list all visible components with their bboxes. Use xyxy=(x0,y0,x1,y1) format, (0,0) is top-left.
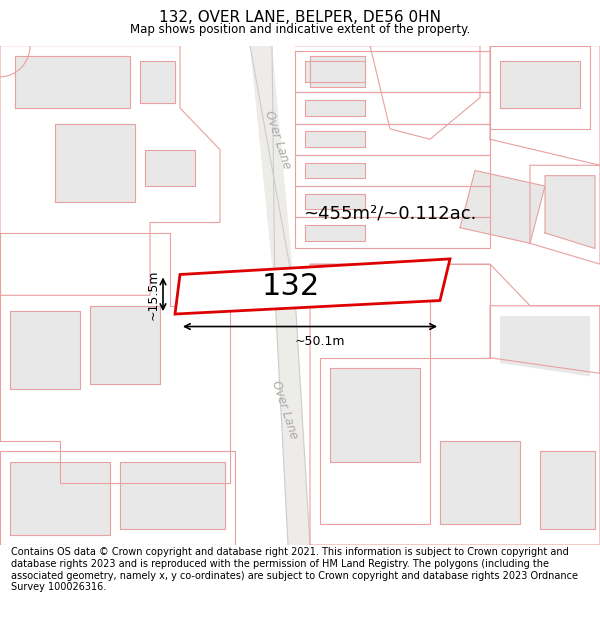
Polygon shape xyxy=(330,368,420,462)
Polygon shape xyxy=(55,124,135,202)
Text: Over Lane: Over Lane xyxy=(262,108,293,170)
Text: ~50.1m: ~50.1m xyxy=(295,335,345,348)
Polygon shape xyxy=(545,176,595,249)
Text: Over Lane: Over Lane xyxy=(269,379,301,441)
Text: Contains OS data © Crown copyright and database right 2021. This information is : Contains OS data © Crown copyright and d… xyxy=(11,548,578,592)
Polygon shape xyxy=(460,171,545,243)
Text: 132, OVER LANE, BELPER, DE56 0HN: 132, OVER LANE, BELPER, DE56 0HN xyxy=(159,10,441,25)
Polygon shape xyxy=(500,316,590,376)
Polygon shape xyxy=(10,311,80,389)
Polygon shape xyxy=(175,259,450,314)
Polygon shape xyxy=(305,162,365,178)
Polygon shape xyxy=(0,46,600,545)
Polygon shape xyxy=(440,441,520,524)
Polygon shape xyxy=(305,61,365,82)
Polygon shape xyxy=(250,46,295,295)
Polygon shape xyxy=(305,100,365,116)
Text: 132: 132 xyxy=(262,272,320,301)
Polygon shape xyxy=(305,225,365,241)
Polygon shape xyxy=(120,462,225,529)
Polygon shape xyxy=(275,295,310,545)
Polygon shape xyxy=(305,194,365,209)
Text: ~455m²/~0.112ac.: ~455m²/~0.112ac. xyxy=(304,204,476,222)
Polygon shape xyxy=(310,56,365,88)
Polygon shape xyxy=(500,61,580,108)
Polygon shape xyxy=(305,131,365,147)
Text: Map shows position and indicative extent of the property.: Map shows position and indicative extent… xyxy=(130,24,470,36)
Polygon shape xyxy=(140,61,175,103)
Text: ~15.5m: ~15.5m xyxy=(147,269,160,319)
Polygon shape xyxy=(10,462,110,534)
Polygon shape xyxy=(145,149,195,186)
Polygon shape xyxy=(15,56,130,108)
Polygon shape xyxy=(540,451,595,529)
Polygon shape xyxy=(90,306,160,384)
